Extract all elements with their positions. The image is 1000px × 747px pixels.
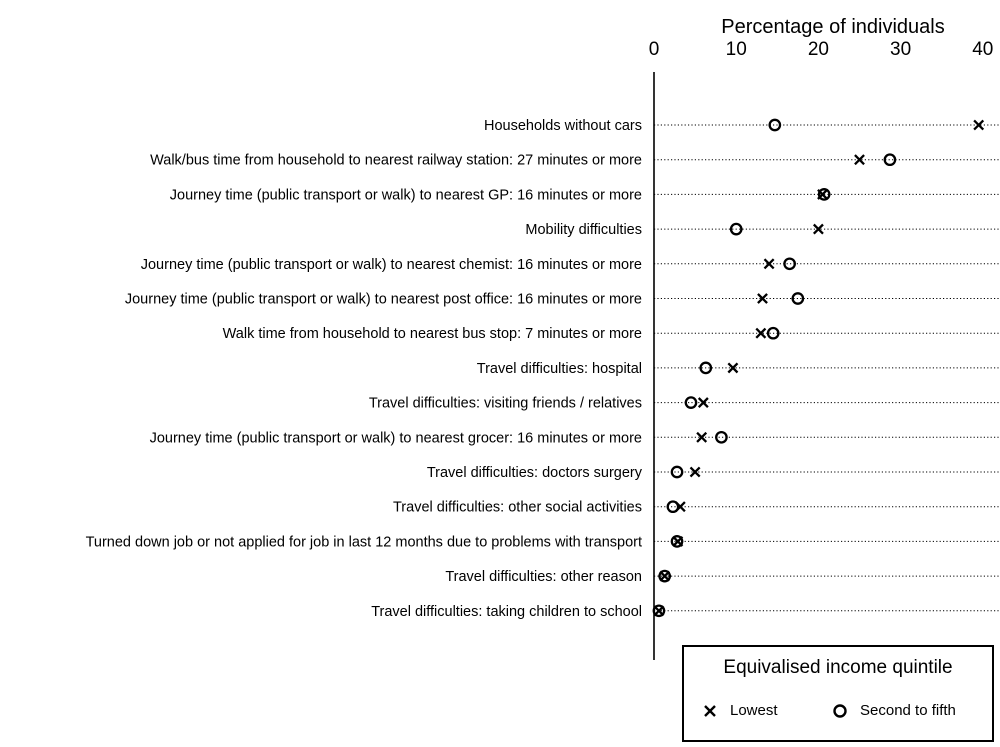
circle-marker bbox=[658, 569, 672, 583]
category-label: Travel difficulties: other reason bbox=[445, 569, 642, 585]
data-markers bbox=[652, 118, 985, 618]
category-label: Households without cars bbox=[484, 118, 642, 134]
legend: Equivalised income quintile Lowest Secon… bbox=[682, 645, 994, 742]
circle-marker bbox=[684, 396, 698, 409]
circle-marker bbox=[883, 153, 897, 167]
cross-marker bbox=[973, 119, 985, 131]
legend-title: Equivalised income quintile bbox=[723, 657, 953, 678]
circle-marker bbox=[766, 326, 780, 340]
category-label: Travel difficulties: visiting friends / … bbox=[369, 396, 642, 412]
legend-item-lowest: Lowest bbox=[702, 702, 778, 719]
category-label: Walk/bus time from household to nearest … bbox=[150, 153, 642, 169]
category-label: Walk time from household to nearest bus … bbox=[223, 326, 642, 342]
cross-marker bbox=[763, 258, 775, 270]
x-tick-labels: 0 10 20 30 40 bbox=[649, 39, 994, 60]
circle-marker bbox=[666, 500, 680, 514]
category-label: Travel difficulties: hospital bbox=[477, 361, 642, 377]
cross-marker bbox=[689, 466, 701, 478]
category-label: Turned down job or not applied for job i… bbox=[86, 534, 642, 550]
category-labels: Households without cars Walk/bus time fro… bbox=[86, 118, 643, 620]
legend-label-lowest: Lowest bbox=[730, 702, 778, 719]
cross-marker bbox=[854, 154, 865, 166]
cross-marker bbox=[696, 431, 708, 443]
circle-marker bbox=[783, 257, 796, 271]
category-label: Journey time (public transport or walk) … bbox=[170, 187, 642, 203]
cross-marker bbox=[727, 362, 739, 374]
circle-marker bbox=[768, 118, 782, 132]
category-label: Journey time (public transport or walk) … bbox=[125, 292, 642, 308]
legend-label-second-to-fifth: Second to fifth bbox=[860, 702, 956, 719]
cross-marker bbox=[697, 397, 709, 409]
circle-marker bbox=[729, 222, 743, 236]
category-label: Travel difficulties: taking children to … bbox=[371, 604, 642, 620]
circle-marker bbox=[699, 361, 713, 375]
category-label: Journey time (public transport or walk) … bbox=[141, 257, 642, 273]
cross-marker-icon bbox=[704, 704, 716, 717]
cross-marker bbox=[757, 293, 768, 304]
x-tick-label: 0 bbox=[649, 39, 660, 60]
circle-marker-icon bbox=[833, 703, 847, 718]
x-tick-label: 10 bbox=[726, 39, 747, 60]
x-tick-label: 20 bbox=[808, 39, 829, 60]
cross-marker bbox=[812, 223, 824, 235]
x-axis-title: Percentage of individuals bbox=[721, 16, 944, 38]
category-label: Journey time (public transport or walk) … bbox=[150, 430, 642, 446]
circle-marker bbox=[670, 465, 684, 479]
legend-item-second-to-fifth: Second to fifth bbox=[832, 702, 956, 719]
circle-marker bbox=[715, 430, 728, 444]
x-tick-label: 30 bbox=[890, 39, 911, 60]
category-label: Travel difficulties: other social activi… bbox=[393, 500, 642, 516]
x-tick-label: 40 bbox=[972, 39, 993, 60]
cross-marker bbox=[755, 327, 767, 339]
circle-marker bbox=[791, 292, 805, 305]
category-label: Mobility difficulties bbox=[525, 222, 642, 238]
category-label: Travel difficulties: doctors surgery bbox=[427, 465, 643, 481]
circle-marker bbox=[652, 604, 666, 618]
circle-marker bbox=[817, 188, 831, 201]
circle-marker bbox=[670, 535, 684, 548]
